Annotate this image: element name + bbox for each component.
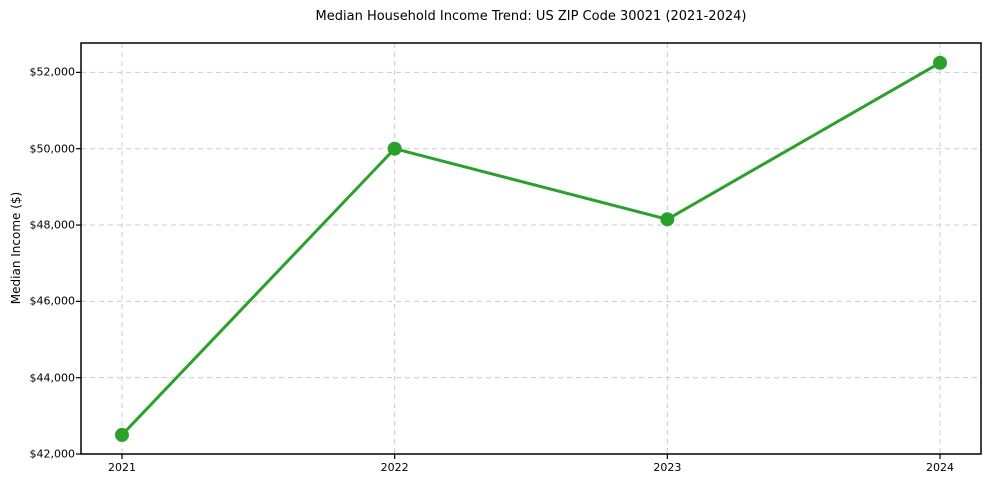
y-tick-label: $42,000 — [29, 447, 76, 461]
y-tick-label: $48,000 — [29, 218, 76, 232]
plot-border — [80, 42, 982, 455]
x-tick-label: 2022 — [380, 461, 409, 474]
data-line — [120, 61, 942, 437]
x-tick-label: 2024 — [926, 461, 954, 474]
data-point-marker — [115, 427, 129, 442]
y-tick-label: $50,000 — [29, 142, 76, 156]
y-tick-label: $46,000 — [29, 294, 76, 308]
y-tick-label: $44,000 — [29, 371, 76, 385]
data-point-marker — [660, 212, 675, 227]
data-point-marker — [387, 141, 402, 156]
chart-title: Median Household Income Trend: US ZIP Co… — [315, 9, 747, 24]
x-tick-label: 2023 — [653, 461, 682, 474]
y-tick-label: $52,000 — [29, 65, 76, 79]
plot-area — [76, 42, 982, 459]
data-point-marker — [933, 55, 947, 70]
x-tick-label: 2021 — [108, 461, 136, 474]
y-axis-label: Median Income ($) — [9, 191, 23, 305]
